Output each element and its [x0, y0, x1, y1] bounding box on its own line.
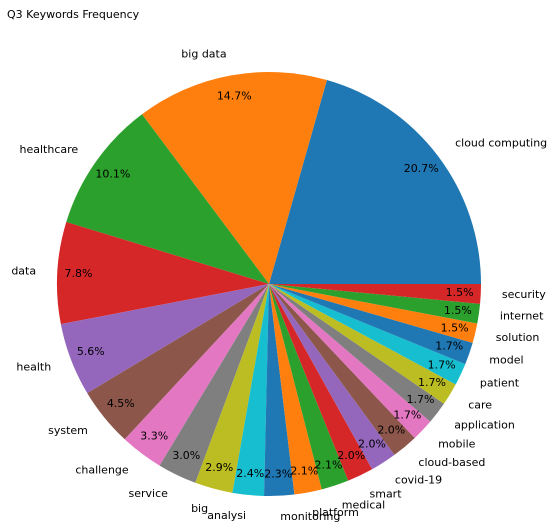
- pie-slice-solution: [269, 284, 478, 343]
- pie-slice-healthcare: [66, 114, 270, 285]
- pie-slice-care: [269, 284, 456, 404]
- category-label-model: model: [489, 354, 523, 367]
- category-label-cloud-based: cloud-based: [418, 456, 485, 469]
- category-label-service: service: [128, 487, 168, 500]
- pie-slice-medical: [269, 284, 349, 490]
- pie-slice-internet: [269, 284, 481, 324]
- pct-label-care: 1.7%: [418, 376, 446, 389]
- category-label-system: system: [48, 424, 88, 437]
- category-label-mobile: mobile: [438, 438, 476, 451]
- category-label-big-data: big data: [181, 48, 226, 61]
- pct-label-healthcare: 10.1%: [95, 167, 130, 180]
- pct-label-big-data: 14.7%: [217, 89, 252, 102]
- pie-slice-monitoring: [264, 284, 295, 496]
- category-label-health: health: [16, 360, 51, 373]
- pct-label-cloud-computing: 20.7%: [404, 162, 439, 175]
- pie-slice-cloud-based: [269, 284, 415, 455]
- pct-label-model: 1.7%: [435, 340, 463, 353]
- pie-slice-system: [87, 284, 269, 440]
- pct-label-service: 3.0%: [172, 449, 200, 462]
- category-label-platform: platform: [312, 506, 359, 519]
- pie-slice-cloud-computing: [269, 80, 481, 284]
- category-label-data: data: [11, 265, 36, 278]
- pct-label-analysi: 2.4%: [236, 467, 264, 480]
- pct-label-internet: 1.5%: [444, 304, 472, 317]
- pie-slice-data: [57, 221, 270, 325]
- pie-slice-model: [269, 284, 473, 365]
- category-label-big: big: [191, 502, 208, 515]
- pct-label-smart: 2.0%: [337, 449, 365, 462]
- category-label-healthcare: healthcare: [20, 143, 79, 156]
- pie-slice-health: [60, 284, 269, 394]
- pie-slice-patient: [269, 284, 466, 385]
- category-label-challenge: challenge: [75, 463, 129, 476]
- pct-label-security: 1.5%: [446, 286, 474, 299]
- category-label-cloud-computing: cloud computing: [455, 136, 547, 149]
- pct-label-cloud-based: 2.0%: [377, 424, 405, 437]
- category-label-monitoring: monitoring: [280, 510, 340, 523]
- pct-label-covid-19: 2.0%: [358, 438, 386, 451]
- pct-label-patient: 1.7%: [428, 358, 456, 371]
- pie-slice-security: [269, 284, 481, 304]
- pct-label-system: 4.5%: [107, 397, 135, 410]
- pct-label-platform: 2.1%: [290, 465, 318, 478]
- pie-slice-big: [195, 284, 269, 493]
- category-label-security: security: [502, 288, 546, 301]
- pct-label-medical: 2.1%: [315, 458, 343, 471]
- category-label-patient: patient: [480, 377, 520, 390]
- pct-label-challenge: 3.3%: [140, 429, 168, 442]
- pie-slices: [57, 71, 481, 496]
- percent-labels: 20.7%14.7%10.1%7.8%5.6%4.5%3.3%3.0%2.9% 2…: [65, 89, 474, 480]
- pct-label-mobile: 1.7%: [393, 408, 421, 421]
- category-label-care: care: [468, 398, 492, 411]
- pie-slice-application: [269, 284, 444, 422]
- pct-label-monitoring: 2.3%: [264, 468, 292, 481]
- category-label-application: application: [454, 419, 515, 432]
- chart-title: Q3 Keywords Frequency: [7, 8, 140, 21]
- pie-slice-service: [159, 284, 269, 483]
- pct-label-big: 2.9%: [205, 461, 233, 474]
- pct-label-application: 1.7%: [407, 393, 435, 406]
- category-label-analysi: analysi: [207, 509, 246, 522]
- category-label-internet: internet: [500, 310, 544, 323]
- pie-slice-platform: [269, 284, 322, 495]
- category-label-covid-19: covid-19: [395, 473, 442, 486]
- pct-label-health: 5.6%: [77, 345, 105, 358]
- pct-label-data: 7.8%: [65, 267, 93, 280]
- pie-slice-analysi: [232, 284, 269, 496]
- pie-slice-smart: [269, 284, 373, 481]
- pie-slice-challenge: [124, 284, 269, 466]
- category-label-solution: solution: [496, 331, 540, 344]
- category-label-medical: medical: [342, 499, 385, 512]
- category-label-smart: smart: [370, 487, 403, 500]
- pie-slice-covid-19: [269, 284, 395, 470]
- pie-slice-big-data: [141, 71, 327, 284]
- pct-label-solution: 1.5%: [441, 321, 469, 334]
- pie-slice-mobile: [269, 284, 431, 438]
